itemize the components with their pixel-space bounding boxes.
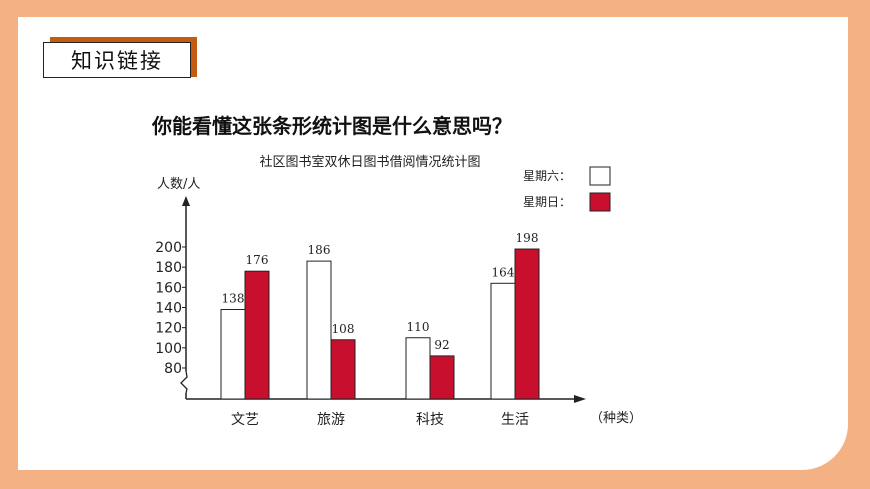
bar bbox=[220, 309, 246, 400]
bar bbox=[405, 337, 431, 400]
category-label: 科技 bbox=[416, 412, 444, 428]
axis-break-zigzag bbox=[180, 370, 188, 394]
x-axis-label: （种类） bbox=[590, 411, 642, 426]
y-axis-label: 人数/人 bbox=[157, 177, 200, 192]
data-labels: 138 176 186 108 110 92 164 198 bbox=[222, 231, 539, 352]
y-tick-label: 140 bbox=[155, 301, 182, 317]
data-label: 138 bbox=[222, 292, 245, 306]
legend-label: 星期日： bbox=[523, 195, 571, 209]
chart-title: 社区图书室双休日图书借阅情况统计图 bbox=[259, 154, 480, 170]
y-tick-label: 200 bbox=[155, 240, 182, 256]
axis-break-gap bbox=[182, 371, 190, 393]
y-tick-label: 100 bbox=[155, 341, 182, 357]
category-label: 旅游 bbox=[317, 412, 345, 428]
legend-label: 星期六： bbox=[523, 169, 571, 183]
data-label: 198 bbox=[516, 231, 539, 245]
question-text: 你能看懂这张条形统计图是什么意思吗？ bbox=[152, 114, 512, 138]
x-axis-arrow bbox=[574, 395, 586, 403]
y-tick-label: 80 bbox=[164, 361, 182, 377]
legend: 星期六： 星期日： bbox=[523, 166, 611, 212]
data-label: 110 bbox=[407, 320, 430, 334]
y-tick-label: 160 bbox=[155, 280, 182, 296]
bar bbox=[330, 339, 356, 400]
data-label: 92 bbox=[434, 338, 449, 352]
data-label: 164 bbox=[492, 265, 515, 279]
y-axis-arrow bbox=[182, 196, 190, 206]
bar bbox=[490, 282, 516, 400]
legend-swatch bbox=[589, 192, 611, 212]
category-label: 文艺 bbox=[231, 412, 259, 428]
y-tick-label: 120 bbox=[155, 321, 182, 337]
section-tag: 知识链接 bbox=[43, 42, 191, 78]
data-label: 176 bbox=[246, 253, 269, 267]
y-tick-label: 180 bbox=[155, 260, 182, 276]
bar bbox=[429, 355, 455, 400]
category-label: 生活 bbox=[501, 412, 529, 428]
category-labels: 文艺 旅游 科技 生活 bbox=[231, 412, 529, 428]
bar bbox=[306, 260, 332, 400]
data-label: 186 bbox=[308, 243, 331, 257]
bar bbox=[514, 248, 540, 400]
bar bbox=[244, 270, 270, 400]
legend-swatch bbox=[589, 166, 611, 186]
y-ticks: 80 100 120 140 160 180 200 bbox=[155, 240, 186, 377]
data-label: 108 bbox=[332, 322, 355, 336]
bars bbox=[220, 248, 540, 400]
